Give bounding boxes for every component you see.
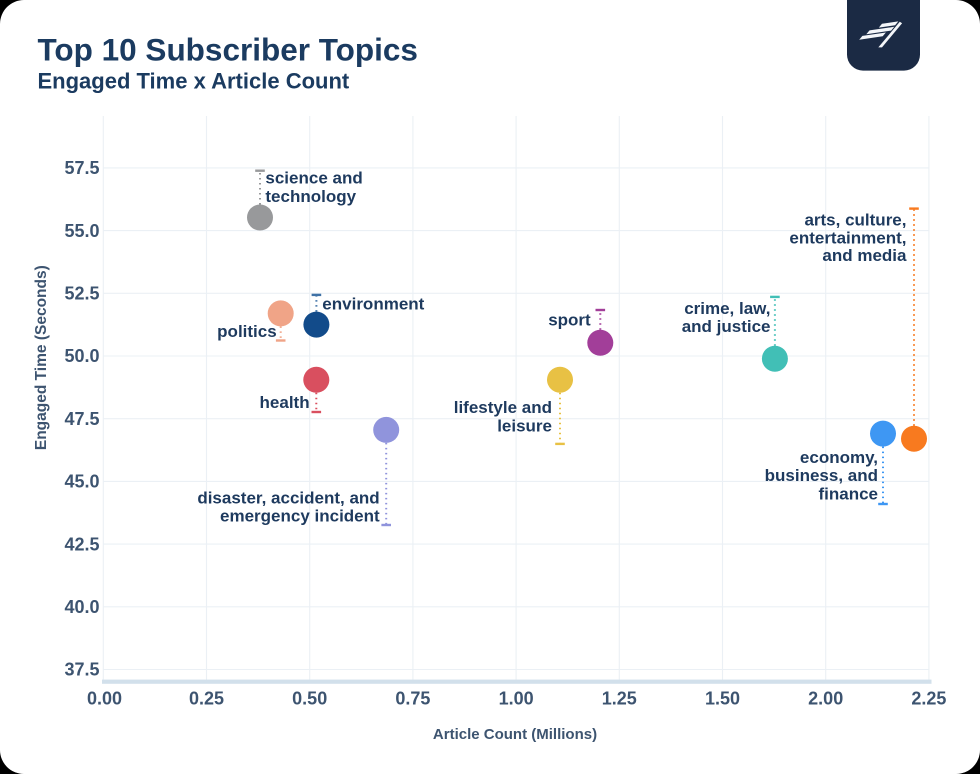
- svg-text:arts, culture,: arts, culture,: [804, 210, 906, 229]
- svg-text:politics: politics: [217, 322, 277, 341]
- svg-text:emergency incident: emergency incident: [220, 507, 380, 526]
- svg-text:lifestyle and: lifestyle and: [454, 398, 552, 417]
- svg-text:42.5: 42.5: [64, 534, 99, 554]
- svg-text:55.0: 55.0: [64, 221, 99, 241]
- svg-text:2.00: 2.00: [808, 689, 843, 709]
- svg-text:environment: environment: [322, 294, 424, 313]
- svg-text:0.50: 0.50: [292, 689, 327, 709]
- svg-text:economy,: economy,: [800, 448, 878, 467]
- svg-text:45.0: 45.0: [64, 472, 99, 492]
- svg-text:1.50: 1.50: [705, 689, 740, 709]
- svg-text:disaster, accident, and: disaster, accident, and: [197, 489, 379, 508]
- svg-text:entertainment,: entertainment,: [789, 228, 906, 247]
- svg-text:technology: technology: [265, 187, 356, 206]
- svg-text:finance: finance: [818, 484, 878, 503]
- svg-text:0.75: 0.75: [395, 689, 430, 709]
- svg-text:business, and: business, and: [765, 466, 878, 485]
- svg-text:leisure: leisure: [497, 416, 552, 435]
- svg-text:1.25: 1.25: [602, 689, 637, 709]
- svg-text:1.00: 1.00: [499, 689, 534, 709]
- svg-text:47.5: 47.5: [64, 409, 99, 429]
- svg-text:Engaged Time (Seconds): Engaged Time (Seconds): [33, 265, 50, 450]
- svg-text:Article Count (Millions): Article Count (Millions): [433, 726, 597, 743]
- svg-text:0.00: 0.00: [87, 689, 122, 709]
- svg-text:science and: science and: [265, 169, 362, 188]
- svg-text:52.5: 52.5: [64, 284, 99, 304]
- svg-text:50.0: 50.0: [64, 346, 99, 366]
- svg-text:health: health: [260, 393, 310, 412]
- svg-text:crime, law,: crime, law,: [684, 299, 770, 318]
- svg-text:0.25: 0.25: [189, 689, 224, 709]
- svg-text:sport: sport: [548, 310, 591, 329]
- svg-text:37.5: 37.5: [64, 660, 99, 680]
- svg-text:and justice: and justice: [682, 317, 771, 336]
- svg-text:Engaged Time x Article Count: Engaged Time x Article Count: [38, 69, 350, 94]
- svg-text:Top 10 Subscriber Topics: Top 10 Subscriber Topics: [38, 32, 418, 68]
- svg-text:40.0: 40.0: [64, 597, 99, 617]
- svg-text:2.25: 2.25: [911, 689, 946, 709]
- svg-text:and media: and media: [822, 246, 907, 265]
- svg-text:57.5: 57.5: [64, 158, 99, 178]
